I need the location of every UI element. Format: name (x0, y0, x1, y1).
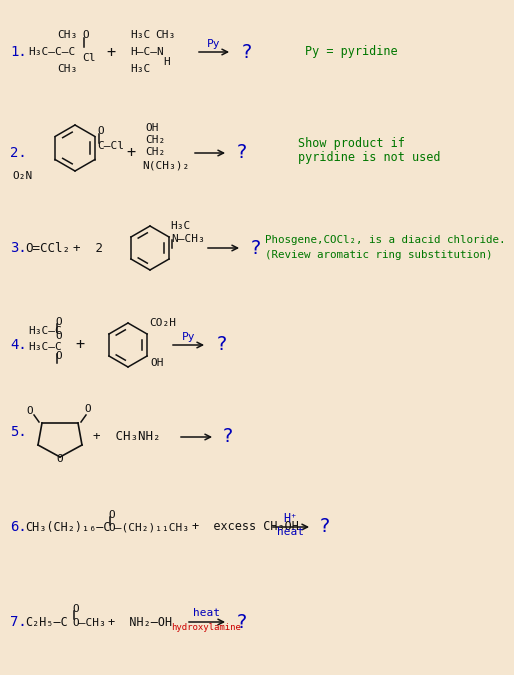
Text: O=CCl₂: O=CCl₂ (25, 242, 70, 254)
Text: H₃C—C—C: H₃C—C—C (28, 47, 75, 57)
Text: +: + (106, 45, 115, 59)
Text: O: O (84, 404, 91, 414)
Text: Show product if: Show product if (298, 136, 405, 149)
Text: +: + (126, 146, 135, 161)
Text: O: O (55, 351, 62, 361)
Text: Py = pyridine: Py = pyridine (305, 45, 398, 59)
Text: Py: Py (207, 39, 221, 49)
Text: +  CH₃NH₂: + CH₃NH₂ (93, 431, 160, 443)
Text: CO₂H: CO₂H (149, 318, 176, 328)
Text: CH₂: CH₂ (145, 135, 165, 145)
Text: O: O (82, 30, 89, 40)
Text: O: O (97, 126, 104, 136)
Text: CH₃: CH₃ (57, 30, 77, 40)
Text: H₃C—C: H₃C—C (28, 326, 62, 336)
Text: OH: OH (145, 123, 158, 133)
Text: 7.: 7. (10, 615, 27, 629)
Text: CH₂: CH₂ (145, 147, 165, 157)
Text: CH₃(CH₂)₁₆—C: CH₃(CH₂)₁₆—C (25, 520, 111, 533)
Text: ?: ? (319, 518, 331, 537)
Text: H₃C: H₃C (130, 64, 150, 74)
Text: heat: heat (193, 608, 219, 618)
Text: Py: Py (182, 332, 195, 342)
Text: 1.: 1. (10, 45, 27, 59)
Text: H₃C: H₃C (170, 221, 190, 231)
Text: ?: ? (236, 144, 248, 163)
Text: ?: ? (236, 612, 248, 632)
Text: ?: ? (250, 238, 262, 257)
Text: H⁺: H⁺ (283, 512, 297, 524)
Text: +  excess CH₃OH: + excess CH₃OH (192, 520, 299, 533)
Text: O: O (26, 406, 33, 416)
Text: ?: ? (216, 335, 228, 354)
Text: H: H (163, 57, 170, 67)
Text: O: O (55, 331, 62, 341)
Text: N—CH₃: N—CH₃ (171, 234, 205, 244)
Text: 2.: 2. (10, 146, 27, 160)
Text: 3.: 3. (10, 241, 27, 255)
Text: Cl: Cl (82, 53, 96, 63)
Text: O: O (55, 317, 62, 327)
Text: C—Cl: C—Cl (97, 141, 124, 151)
Text: 6.: 6. (10, 520, 27, 534)
Text: Phosgene,COCl₂, is a diacid chloride.: Phosgene,COCl₂, is a diacid chloride. (265, 235, 505, 245)
Text: O: O (72, 604, 79, 614)
Text: N(CH₃)₂: N(CH₃)₂ (142, 161, 189, 171)
Text: H₃C—C: H₃C—C (28, 342, 62, 352)
Text: H₃C: H₃C (130, 30, 150, 40)
Text: pyridine is not used: pyridine is not used (298, 151, 440, 165)
Text: CH₃: CH₃ (155, 30, 175, 40)
Text: H—C—N: H—C—N (130, 47, 164, 57)
Text: O: O (56, 454, 63, 464)
Text: 4.: 4. (10, 338, 27, 352)
Text: +  2: + 2 (73, 242, 103, 254)
Text: C₂H₅—C: C₂H₅—C (25, 616, 68, 628)
Text: O₂N: O₂N (12, 171, 32, 181)
Text: OH: OH (150, 358, 163, 368)
Text: +: + (75, 338, 84, 352)
Text: O—(CH₂)₁₁CH₃: O—(CH₂)₁₁CH₃ (108, 523, 189, 533)
Text: (Review aromatic ring substitution): (Review aromatic ring substitution) (265, 250, 492, 260)
Text: +  NH₂—OH: + NH₂—OH (108, 616, 172, 628)
Text: hydroxylamine: hydroxylamine (171, 624, 241, 632)
Text: O: O (108, 510, 115, 520)
Text: CH₃: CH₃ (57, 64, 77, 74)
Text: ?: ? (241, 43, 253, 61)
Text: heat: heat (277, 527, 303, 537)
Text: 5.: 5. (10, 425, 27, 439)
Text: O—CH₃: O—CH₃ (72, 618, 106, 628)
Text: ?: ? (222, 427, 234, 446)
